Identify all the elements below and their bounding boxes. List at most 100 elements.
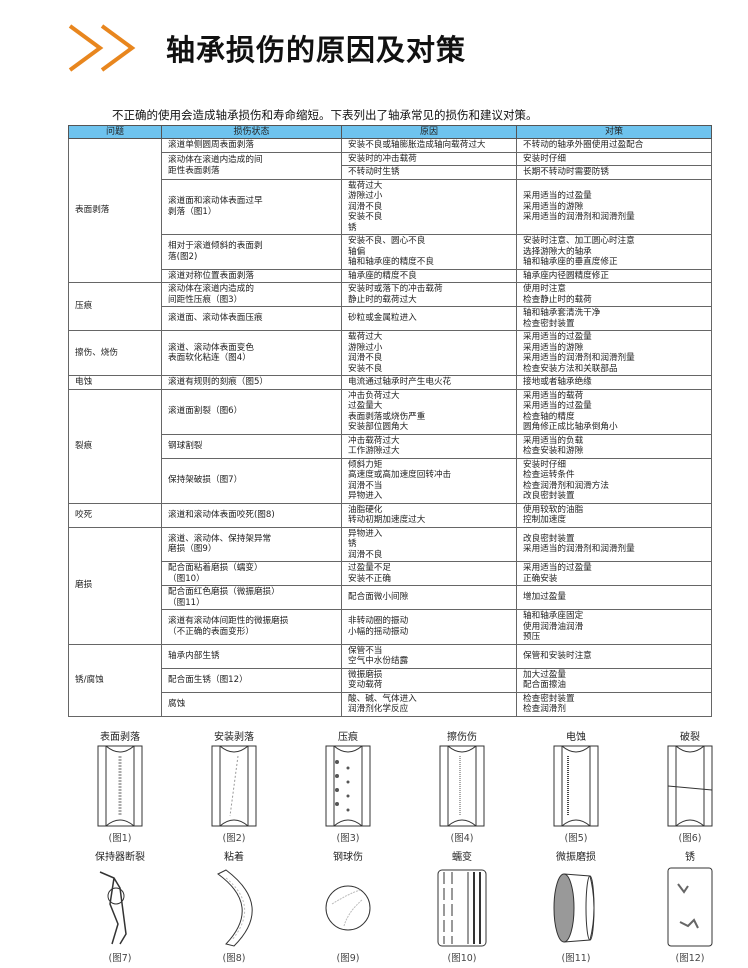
cell-line: 轴承内部生锈 [168,650,220,661]
damage-state-cell: 保持架破损（图7） [161,457,342,504]
cell-line: 微振磨损 [348,669,383,680]
bearing-damage-illustration [437,869,487,947]
figure-label: 电蚀 [566,732,586,743]
cell-line: 保管不当 [348,645,383,656]
table-row: 配合面红色磨损（微振磨损） （图11） 配合面微小间隙 增加过盈量 [69,585,712,610]
table-row: 擦伤、烧伤 滚道、滚动体表面变色 表面软化粘连（图4） 载荷过大 游隙过小 润滑不良 安装不… [68,330,712,376]
cell-line: 静止时的载荷过大 [348,294,417,305]
damage-state-cell: 钢球割裂 [161,433,342,459]
measure-cell: 安装时注意、加工圆心时注意 选择游隙大的轴承 轴和轴承座的垂直度修正 [516,234,712,270]
cell-line: 采用适当的游隙 [523,342,584,353]
problem-cell: 擦伤、烧伤 [68,330,162,376]
cause-cell: 安装时的冲击载荷 [341,151,517,166]
cell-line: 滚道面、滚动体表面压痕 [168,313,263,324]
cell-line: 滚道有滚动体间距性的微振磨损 [168,616,289,627]
cell-line: 落(图2) [168,251,198,262]
damage-state-cell: 滚道单侧圆周表面剥落 [161,138,342,153]
measure-cell: 采用适当的载荷 采用适当的过盈量 检查轴的精度 圆角修正成比轴承倒角小 [516,388,712,435]
measure-cell: 安装时仔细 检查运转条件 检查润滑剂和润滑方法 改良密封装置 [516,457,712,504]
cell-line: 滚道、滚动体、保持架异常 [168,533,272,544]
damage-state-cell: 滚道有规则的刻痕（图5） [161,375,342,390]
cell-line: 滚道有规则的刻痕（图5） [168,377,268,387]
figure-caption: (图9) [336,953,360,964]
measure-cell: 采用适当的过盈量 采用适当的游隙 采用适当的润滑剂和润滑剂量 检查安装方法和关联部品 [516,330,712,376]
table-row: 锈/腐蚀 轴承内部生锈 保管不当 空气中水份结露 保管和安装时注意 [68,643,712,717]
cause-cell: 不转动时生锈 [341,165,517,180]
cell-line: 采用适当的负载 [523,435,584,446]
figure-12: 锈 (图12) [640,848,740,964]
figure-label: 安装剥落 [214,732,254,743]
measure-cell: 采用适当的过盈量 采用适当的游隙 采用适当的润滑剂和润滑剂量 [516,178,712,235]
cell-line: 滚动体在滚道内造成的 [168,284,254,294]
measure-cell: 加大过盈量 配合面擦油 [516,667,712,693]
bearing-damage-illustration [667,867,713,947]
page-header: 轴承损伤的原因及对策 [66,22,466,74]
cell-line: 圆角修正成比轴承倒角小 [523,422,618,432]
cell-line: 安装不良或轴膨胀造成轴向载荷过大 [348,140,486,150]
cell-line: 检查静止时的载荷 [523,294,592,305]
figure-caption: (图12) [675,953,705,964]
table-row: 表面剥落 滚道单侧圆周表面剥落 安装不良或轴膨胀造成轴向载荷过大 不转动的轴承外圈使用… [68,138,712,283]
figure-label: 擦伤伤 [447,732,477,743]
bearing-damage-illustration [553,873,595,943]
cause-cell: 电流通过轴承时产生电火花 [341,375,517,390]
figure-5: 电蚀 (图5) [526,728,626,844]
cell-line: 检查安装方法和关联部品 [523,363,618,374]
cell-line: 安装不良 [348,212,383,222]
cause-cell: 保管不当 空气中水份结露 [341,643,517,669]
table-row: 裂痕 滚道面割裂（图6） 冲击负荷过大 过盈量大 表面剥落或烧伤严重 安装部位圆角大 采用适… [68,388,712,504]
cell-line: （图10） [168,573,205,584]
table-row: 滚道有滚动体间距性的微振磨损 （不正确的表面变形） 非转动圈的振动 小幅的摇动振动 轴和… [69,609,712,645]
cell-line: 检查运转条件 [523,470,575,480]
cell-line: 载荷过大 [348,332,383,342]
table-header-row: 问题 损伤状态 原因 对策 [68,125,712,139]
cell-line: 轴承座内径圆精度修正 [523,270,609,281]
cell-line: 不转动时生锈 [348,167,400,177]
cell-line: 安装不正确 [348,573,391,584]
cell-line: 异物进入 [348,491,383,501]
damage-state-cell: 腐蚀 [161,691,342,717]
problem-cell: 锈/腐蚀 [68,643,162,717]
cell-line: 采用适当的润滑剂和润滑剂量 [523,353,635,363]
cell-line: 轴和轴承座的精度不良 [348,257,434,267]
cell-line: 过盈量大 [348,401,383,411]
column-header: 对策 [516,125,712,139]
figure-2: 安装剥落 (图2) [184,728,284,844]
cell-line: 安装时仔细 [523,459,566,470]
figure-7: 保持器断裂 (图7) [70,848,170,964]
damage-state-cell: 滚道、滚动体表面变色 表面软化粘连（图4） [161,330,342,376]
figure-label: 压痕 [338,732,358,743]
table-row: 滚道面和滚动体表面过早 剥落（图1） 载荷过大 游隙过小 润滑不良 安装不良锈采用适当的过… [69,178,712,235]
cell-line: 保管和安装时注意 [523,650,592,661]
bearing-damage-illustration [667,745,713,827]
cell-line: 转动初期加速度过大 [348,515,426,525]
figure-9: 钢球伤 (图9) [298,848,398,964]
cell-line: 表面剥落或烧伤严重 [348,411,426,422]
figure-10: 蠕变 (图10) [412,848,512,964]
cell-line: 检查密封装置 [523,693,575,704]
cell-line: 冲击载荷过大 [348,435,400,446]
damage-state-cell: 滚动体在滚道内造成的间 距性表面剥落 [161,151,342,180]
figure-caption: (图3) [336,833,360,844]
cell-line: 间距性压痕（图3） [168,294,243,305]
cell-line: 倾斜力矩 [348,459,383,470]
table-row: 不转动时生锈 长期不转动时需要防锈 [69,165,712,180]
table-row: 保持架破损（图7） 倾斜力矩 高速度或高加速度回转冲击 润滑不当 异物进入 安装时仔细 检查… [69,457,712,504]
column-header: 原因 [341,125,517,139]
measure-cell: 轴和轴承座固定 使用润滑油润滑 预压 [516,609,712,645]
figure-caption: (图4) [450,833,474,844]
measure-cell: 长期不转动时需要防锈 [516,165,712,180]
figure-label: 保持器断裂 [95,852,145,863]
figure-caption: (图7) [108,953,132,964]
cause-cell: 过盈量不足 安装不正确 [341,561,517,586]
problem-cell: 电蚀 [68,375,162,390]
cause-cell: 异物进入锈润滑不良 [341,526,517,562]
damage-state-cell: 轴承内部生锈 [161,643,342,669]
figure-label: 粘着 [224,852,244,863]
damage-state-cell: 配合面粘着磨损（蠕变） （图10） [161,561,342,586]
cell-line: 配合面粘着磨损（蠕变） [168,563,263,573]
cell-line: 使用润滑油润滑 [523,621,584,632]
measure-cell: 保管和安装时注意 [516,643,712,669]
measure-cell: 采用适当的过盈量 正确安装 [516,561,712,586]
measure-cell: 采用适当的负载 检查安装和游隙 [516,433,712,459]
